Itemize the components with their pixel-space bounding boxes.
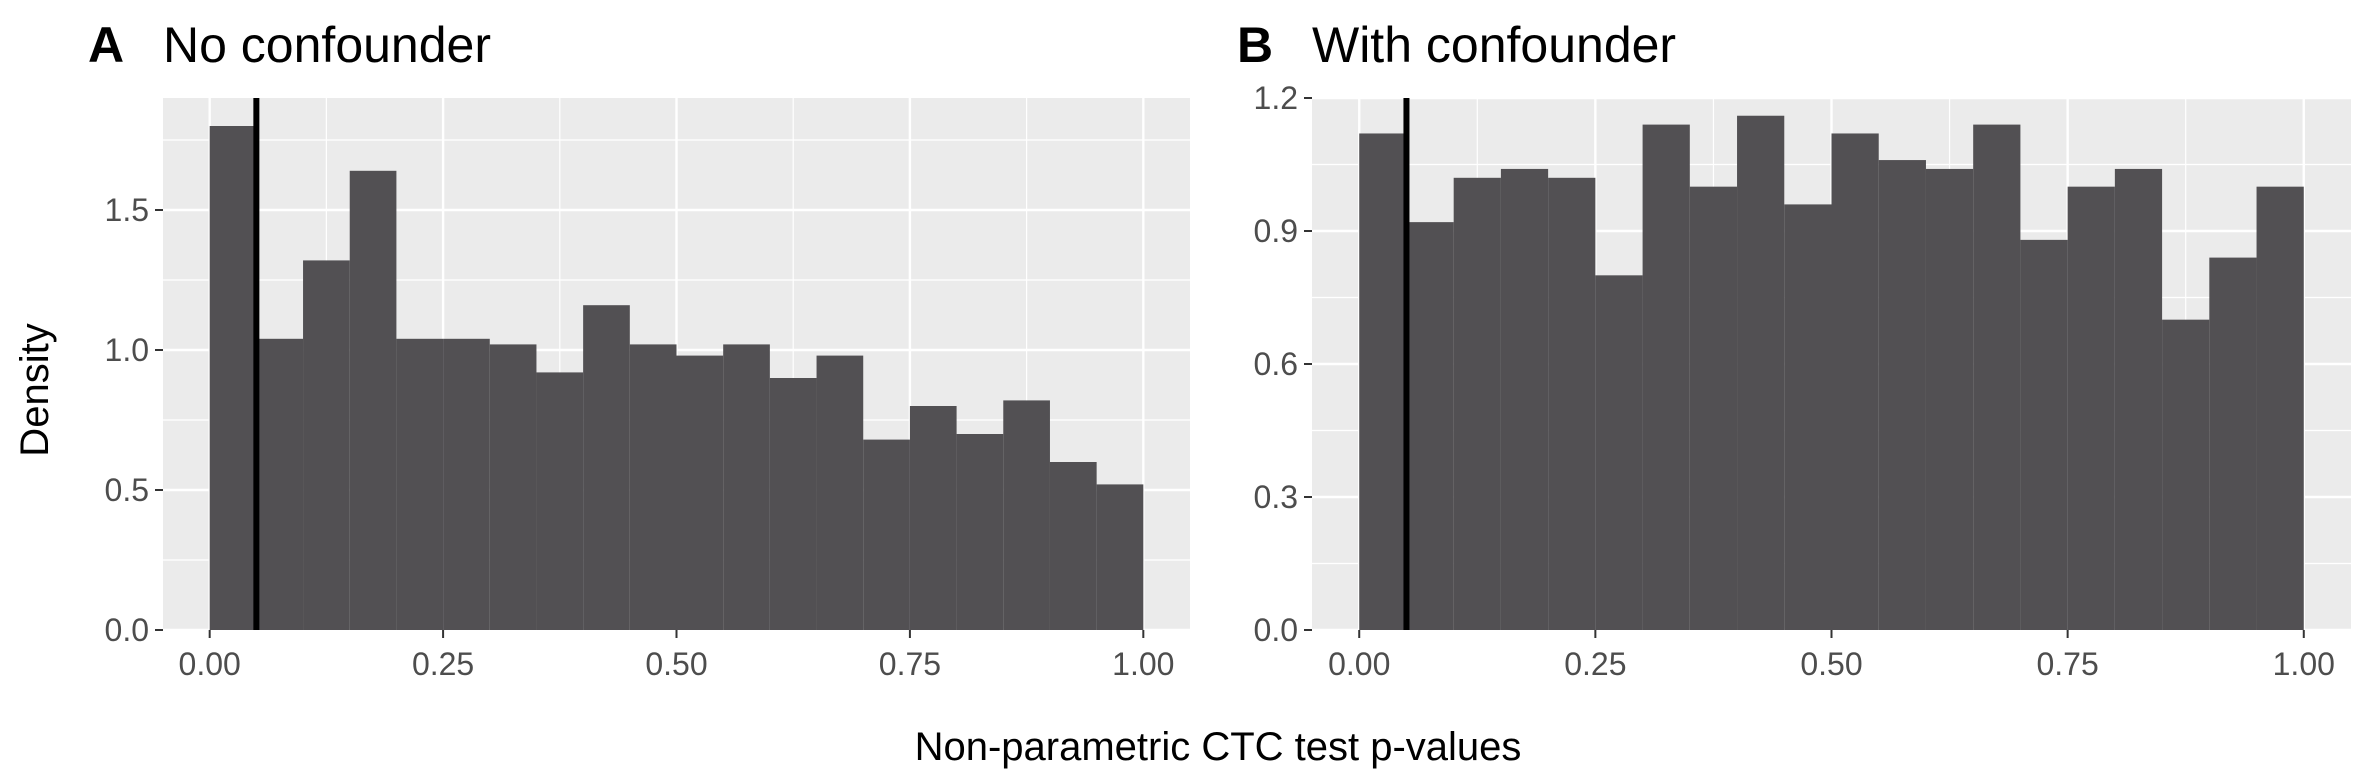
- x-tick-label: 0.75: [879, 646, 941, 682]
- histogram-bar: [209, 126, 257, 630]
- x-tick-label: 1.00: [1112, 646, 1174, 682]
- histogram-bar: [489, 344, 537, 630]
- x-tick-label: 0.50: [1800, 646, 1862, 682]
- x-tick-label: 0.75: [2036, 646, 2098, 682]
- x-axis-title: Non-parametric CTC test p-values: [915, 725, 1522, 769]
- y-axis-title: Density: [13, 323, 57, 456]
- histogram-bar: [629, 344, 677, 630]
- y-tick-label: 0.9: [1254, 213, 1298, 249]
- histogram-bar: [1096, 484, 1144, 630]
- histogram-bar: [769, 378, 817, 630]
- histogram-bar: [1784, 204, 1832, 630]
- histogram-bar: [396, 338, 444, 630]
- histogram-bar: [863, 439, 910, 630]
- x-tick-label: 0.00: [179, 646, 241, 682]
- panel-letter: B: [1237, 17, 1273, 73]
- histogram-bar: [256, 338, 304, 630]
- x-tick-label: 1.00: [2273, 646, 2335, 682]
- histogram-bar: [2256, 186, 2304, 630]
- histogram-bar: [349, 170, 397, 631]
- histogram-bar: [676, 355, 724, 630]
- y-tick-label: 0.0: [1254, 612, 1298, 648]
- panel-title: No confounder: [163, 17, 491, 73]
- histogram-bar: [583, 305, 630, 630]
- histogram-bar: [1925, 168, 1974, 630]
- x-tick-label: 0.50: [645, 646, 707, 682]
- y-tick-label: 1.0: [105, 332, 149, 368]
- y-tick-label: 0.5: [105, 472, 149, 508]
- histogram-bar: [816, 355, 864, 630]
- histogram-bar: [2209, 257, 2257, 630]
- histogram-bar: [1049, 462, 1097, 630]
- histogram-bar: [1642, 124, 1690, 630]
- x-tick-label: 0.25: [1564, 646, 1626, 682]
- histogram-bar: [1453, 177, 1501, 631]
- histogram-bar: [1003, 400, 1050, 630]
- histogram-bar: [1973, 124, 2021, 630]
- histogram-bar: [303, 260, 350, 630]
- y-tick-label: 0.3: [1254, 479, 1298, 515]
- histogram-bar: [956, 434, 1004, 630]
- x-tick-label: 0.25: [412, 646, 474, 682]
- histogram-bar: [1878, 160, 1926, 631]
- y-tick-label: 0.0: [105, 612, 149, 648]
- histogram-bar: [536, 372, 584, 630]
- histogram-bar: [1737, 115, 1785, 630]
- histogram-bar: [1359, 133, 1407, 630]
- histogram-bar: [443, 338, 490, 630]
- y-tick-label: 1.2: [1254, 80, 1298, 116]
- histogram-bar: [723, 344, 770, 630]
- histogram-bar: [1500, 168, 1549, 630]
- histogram-bar: [1548, 177, 1596, 631]
- panel-title: With confounder: [1312, 17, 1676, 73]
- histogram-bar: [1831, 133, 1879, 630]
- histogram-bar: [1689, 186, 1738, 630]
- histogram-bar: [1406, 222, 1454, 630]
- histogram-bar: [909, 406, 957, 630]
- panel-letter: A: [88, 17, 124, 73]
- x-tick-label: 0.00: [1328, 646, 1390, 682]
- histogram-bar: [2162, 319, 2210, 630]
- panel-a-histogram: 0.00 0.25 0.50 0.75 1.00 0.0 0.5 1.0 1.5 A No conf…: [88, 17, 1190, 682]
- histogram-bar: [2114, 168, 2163, 630]
- histogram-bar: [2020, 239, 2068, 630]
- y-tick-label: 1.5: [105, 192, 149, 228]
- panel-b-histogram: 0.00 0.25 0.50 0.75 1.00 0.0 0.3 0.6 0.9 1.2 B With…: [1237, 17, 2351, 682]
- histogram-bar: [2067, 186, 2115, 630]
- y-tick-label: 0.6: [1254, 346, 1298, 382]
- histogram-bar: [1595, 275, 1643, 630]
